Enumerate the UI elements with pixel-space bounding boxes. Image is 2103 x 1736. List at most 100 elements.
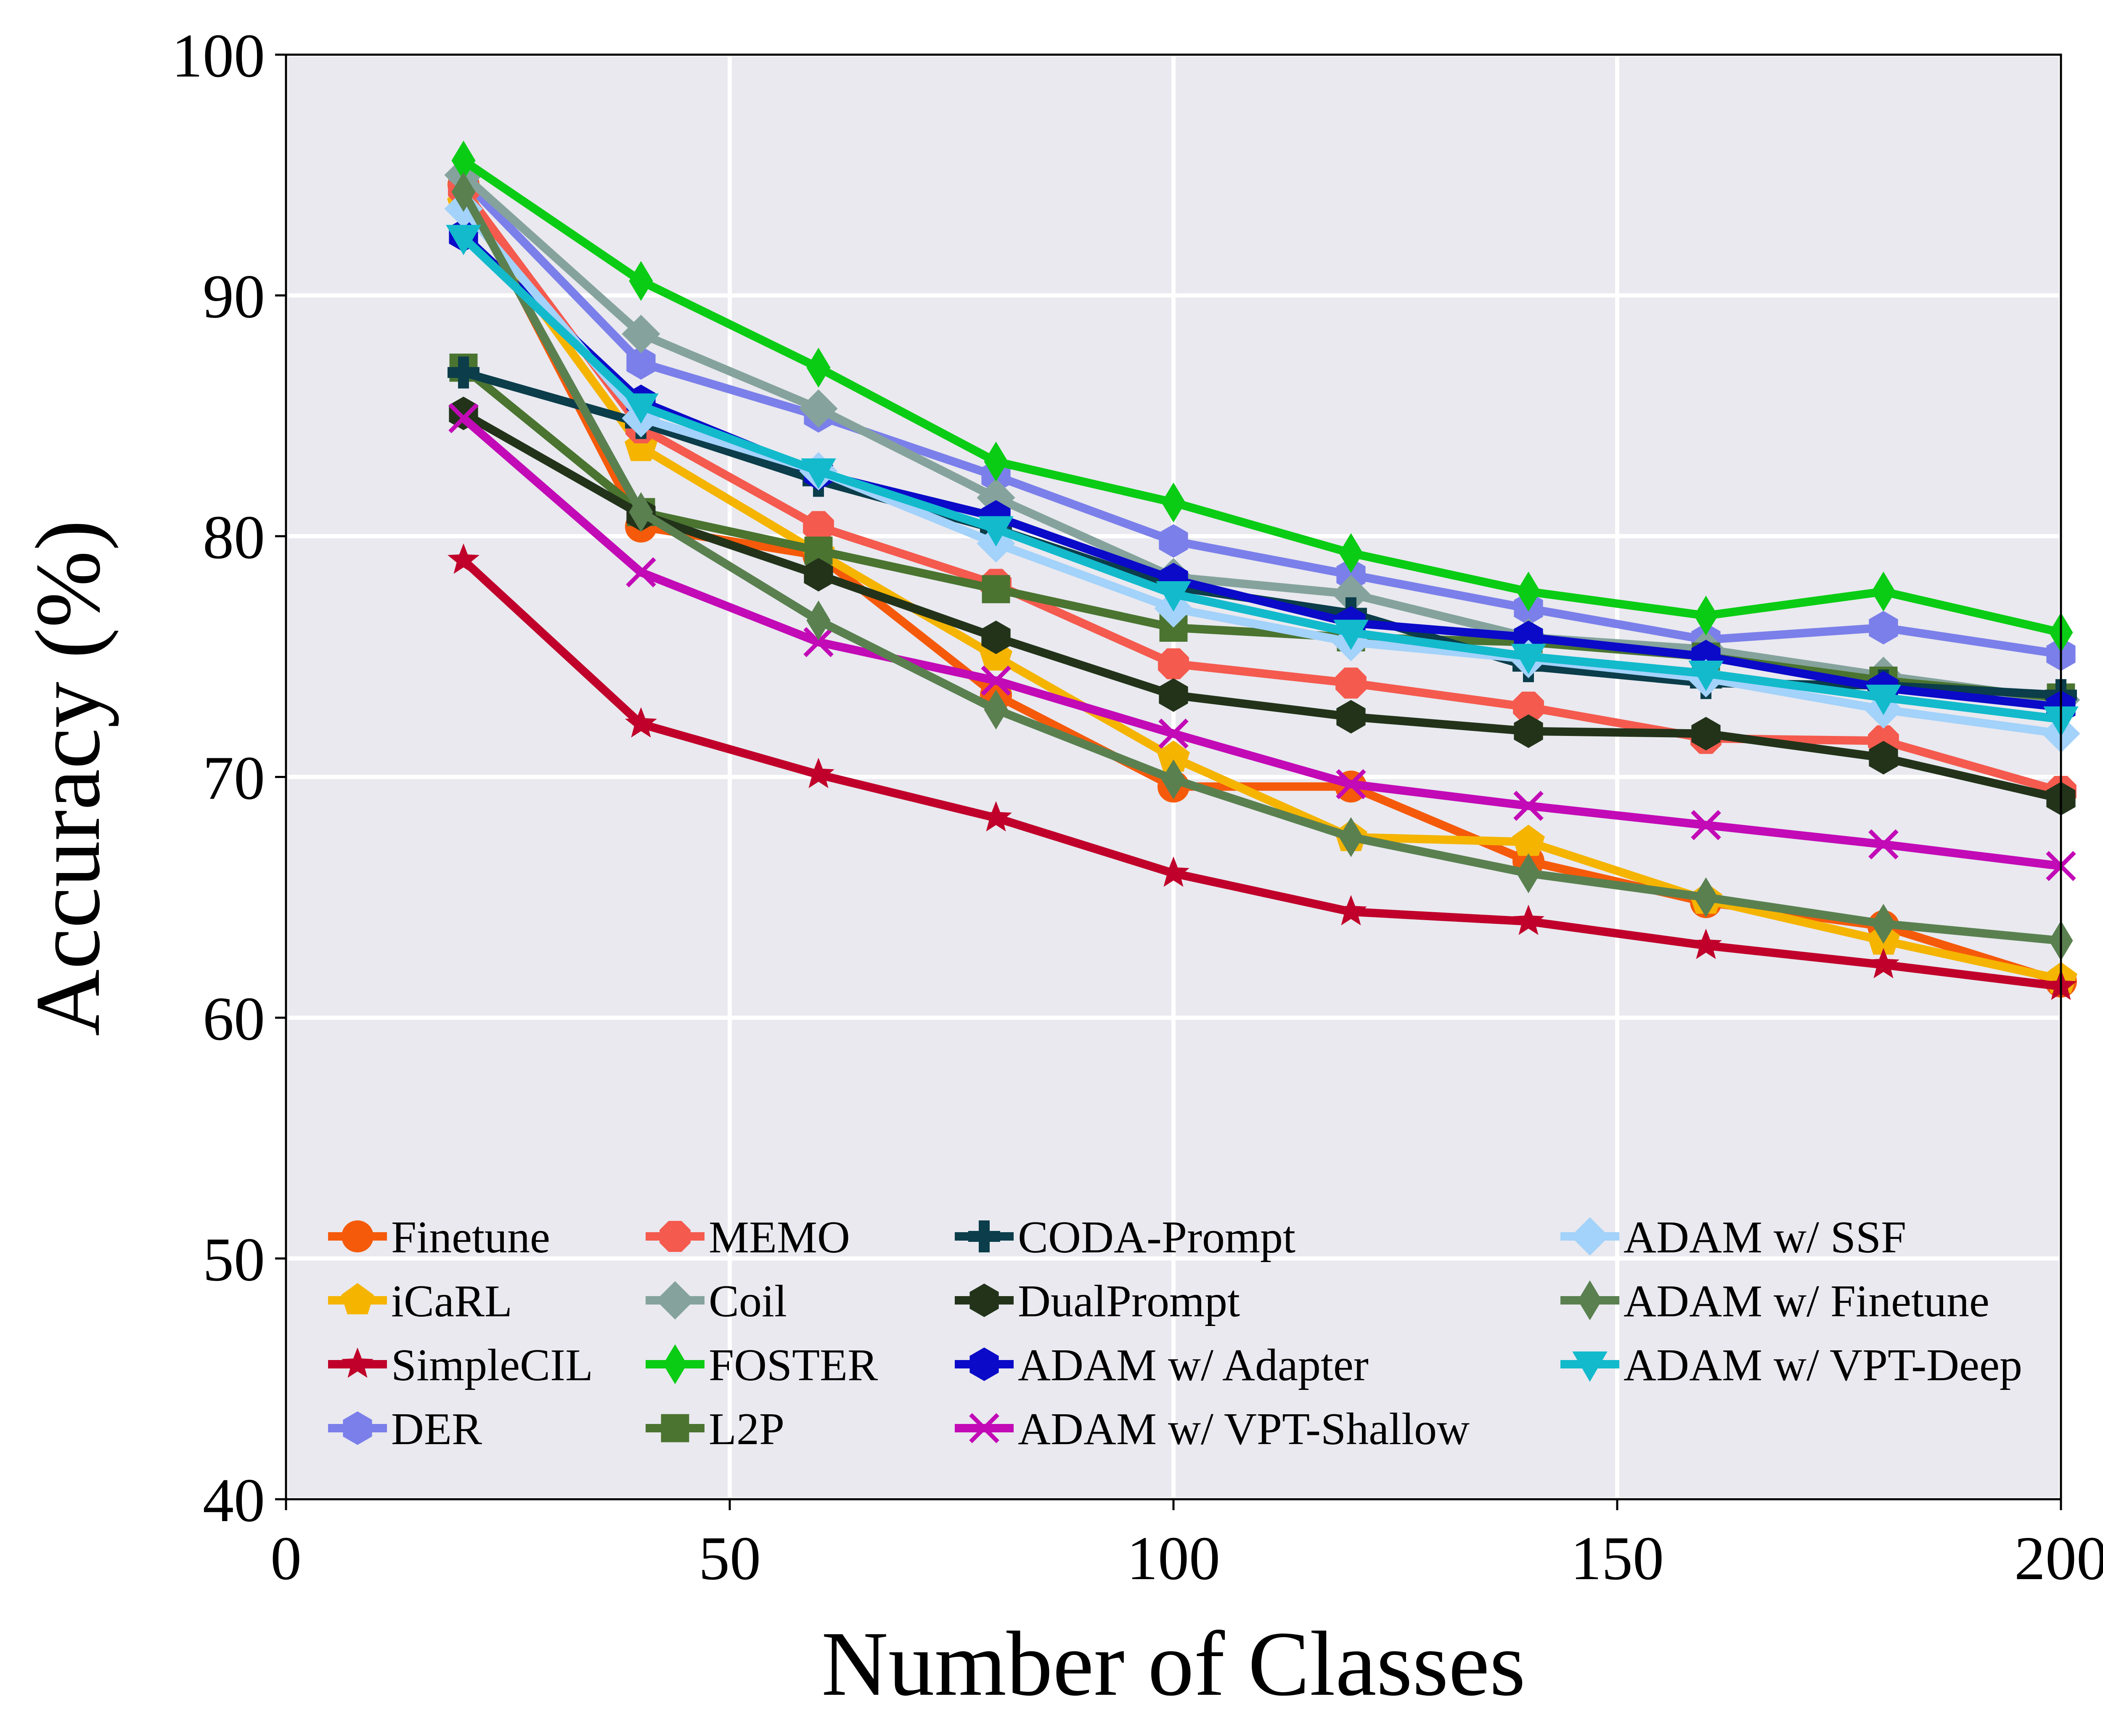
- data-point-dualprompt: [1159, 678, 1188, 712]
- legend-item-simplecil: SimpleCIL: [328, 1340, 593, 1390]
- x-axis-title: Number of Classes: [821, 1612, 1526, 1715]
- legend-marker: [656, 1281, 694, 1320]
- legend-label: SimpleCIL: [391, 1340, 593, 1390]
- data-point-adam-w-finetune: [629, 492, 653, 532]
- legend-label: FOSTER: [709, 1340, 878, 1390]
- data-point-adam-w-vpt-shallow: [1336, 769, 1366, 799]
- legend-marker: [1578, 1280, 1602, 1321]
- data-point-adam-w-finetune: [1339, 817, 1363, 857]
- data-point-coil: [1332, 574, 1370, 613]
- series-adam-w-vpt-deep: [446, 225, 2079, 737]
- legend-item-adam-w-vpt-shallow: ADAM w/ VPT-Shallow: [955, 1404, 1470, 1454]
- legend-label: ADAM w/ VPT-Deep: [1624, 1340, 2022, 1390]
- series-line-adam-w-ssf: [460, 206, 2062, 738]
- data-point-dualprompt: [1336, 700, 1366, 734]
- legend-item-coda-prompt: CODA-Prompt: [955, 1212, 1295, 1262]
- data-point-dualprompt: [981, 620, 1011, 654]
- legend-marker: [660, 1221, 691, 1252]
- x-tick-label: 0: [270, 1524, 302, 1593]
- data-point-coil: [622, 315, 660, 353]
- legend-marker: [968, 1220, 1000, 1252]
- data-point-simplecil: [625, 707, 657, 738]
- data-point-simplecil: [1867, 948, 1899, 979]
- data-point-simplecil: [1690, 929, 1722, 959]
- legend-item-adam-w-ssf: ADAM w/ SSF: [1560, 1212, 1906, 1262]
- series-layer: [444, 140, 2080, 1000]
- series-line-coil: [461, 172, 2062, 704]
- legend-label: CODA-Prompt: [1018, 1212, 1295, 1262]
- legend-label: DER: [391, 1404, 482, 1454]
- legend-label: ADAM w/ Adapter: [1018, 1340, 1369, 1390]
- data-point-adam-w-finetune: [806, 600, 831, 640]
- data-point-simplecil: [448, 543, 479, 574]
- data-point-icarl: [1157, 740, 1190, 772]
- data-point-adam-w-finetune: [451, 172, 476, 212]
- data-point-der: [1869, 611, 1898, 645]
- legend: Finetune iCaRL SimpleCIL DER MEMO Coil FOSTER L…: [328, 1212, 2022, 1454]
- data-point-der: [626, 346, 656, 380]
- series-adam-w-vpt-shallow: [448, 403, 2076, 881]
- x-tick-label: 100: [1127, 1524, 1220, 1593]
- y-tick-label: 80: [203, 503, 265, 572]
- data-point-dualprompt: [1869, 741, 1898, 775]
- data-point-adam-w-vpt-shallow: [981, 665, 1011, 696]
- y-tick-label: 50: [203, 1225, 265, 1294]
- data-point-coda-prompt: [448, 356, 479, 389]
- legend-label: Finetune: [391, 1212, 550, 1262]
- data-point-adam-w-vpt-shallow: [1513, 791, 1544, 821]
- data-point-foster: [1516, 572, 1541, 612]
- legend-item-foster: FOSTER: [646, 1340, 878, 1390]
- legend-marker: [1572, 1351, 1608, 1382]
- series-line-simplecil: [461, 557, 2062, 991]
- data-point-simplecil: [1512, 905, 1544, 935]
- data-point-icarl: [1512, 825, 1545, 856]
- series-adam-w-finetune: [451, 172, 2073, 961]
- data-point-dualprompt: [1514, 714, 1543, 748]
- data-point-foster: [451, 140, 476, 181]
- data-point-memo: [1335, 667, 1367, 699]
- data-point-der: [1159, 524, 1188, 558]
- data-point-memo: [1513, 691, 1544, 723]
- y-tick-label: 100: [172, 21, 265, 90]
- data-point-adam-w-vpt-deep: [446, 225, 481, 255]
- data-point-adam-w-finetune: [984, 689, 1008, 730]
- axes: 0 50 100 150 200 40 50 60 70 80 90 100: [172, 21, 2103, 1593]
- legend-item-der: DER: [328, 1404, 482, 1454]
- y-tick-label: 40: [203, 1466, 265, 1535]
- legend-label: iCaRL: [391, 1276, 512, 1326]
- data-point-coil: [799, 389, 838, 428]
- legend-marker: [661, 1414, 689, 1442]
- data-point-adam-w-vpt-deep: [623, 393, 659, 424]
- legend-label: DualPrompt: [1018, 1276, 1240, 1326]
- legend-item-finetune: Finetune: [328, 1212, 550, 1262]
- y-tick-label: 90: [203, 262, 265, 331]
- legend-item-dualprompt: DualPrompt: [955, 1276, 1240, 1326]
- data-point-foster: [629, 261, 653, 301]
- x-tick-label: 150: [1571, 1524, 1664, 1593]
- legend-item-adam-w-finetune: ADAM w/ Finetune: [1560, 1276, 1989, 1326]
- data-point-foster: [1694, 595, 1718, 636]
- data-point-adam-w-vpt-shallow: [1158, 718, 1189, 749]
- legend-label: L2P: [709, 1404, 784, 1454]
- legend-item-adam-w-adapter: ADAM w/ Adapter: [955, 1340, 1369, 1390]
- data-point-adam-w-vpt-shallow: [626, 557, 656, 587]
- legend-label: ADAM w/ VPT-Shallow: [1018, 1404, 1470, 1454]
- data-point-adam-w-finetune: [1694, 877, 1718, 918]
- data-point-memo: [1158, 648, 1189, 680]
- data-point-adam-w-finetune: [1516, 853, 1541, 893]
- legend-item-icarl: iCaRL: [328, 1276, 512, 1326]
- legend-item-l2p: L2P: [646, 1404, 784, 1454]
- series-dualprompt: [449, 397, 2076, 815]
- data-point-foster: [1871, 572, 1896, 612]
- data-point-adam-w-vpt-deep: [978, 516, 1014, 547]
- y-tick-label: 60: [203, 984, 265, 1053]
- data-point-adam-w-finetune: [1871, 904, 1896, 944]
- data-point-adam-w-vpt-shallow: [803, 627, 834, 657]
- x-tick-label: 200: [2014, 1524, 2103, 1593]
- legend-marker: [341, 1283, 374, 1315]
- legend-marker: [343, 1411, 372, 1445]
- data-point-dualprompt: [1691, 717, 1721, 751]
- series-foster: [451, 140, 2073, 653]
- legend-label: Coil: [709, 1276, 787, 1326]
- data-point-l2p: [982, 575, 1010, 603]
